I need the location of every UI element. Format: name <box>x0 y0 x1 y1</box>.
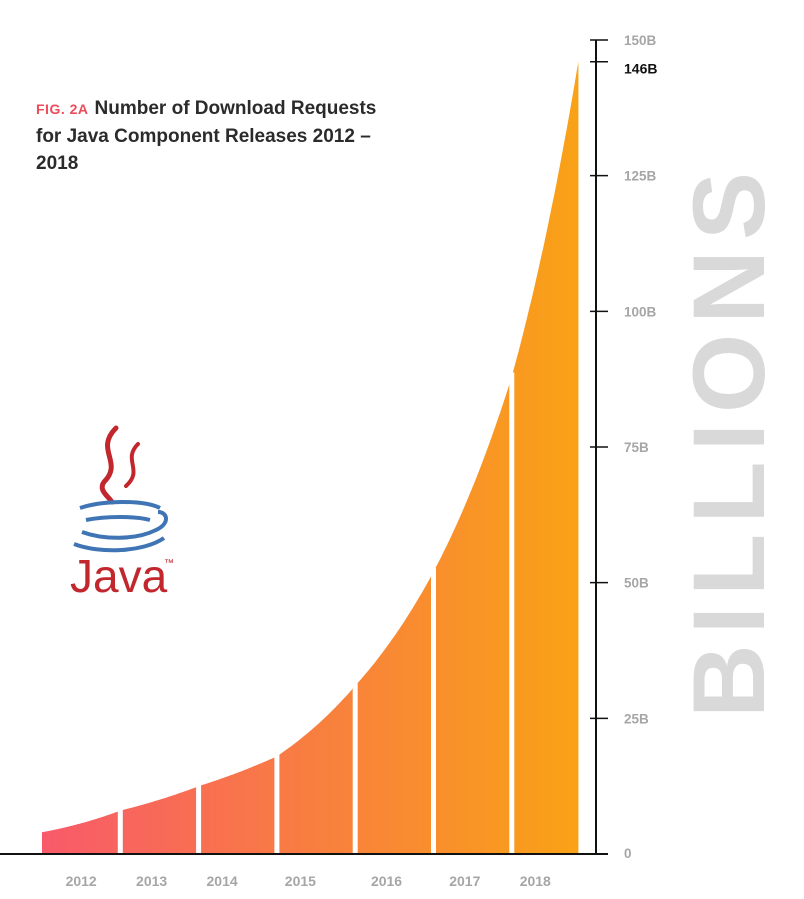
chart-title-text: Number of Download Requests for Java Com… <box>36 98 377 174</box>
area-fill <box>42 61 579 854</box>
java-wordmark: Java <box>70 550 168 600</box>
y-tick-label-75: 75B <box>624 440 649 455</box>
java-cup-saucer <box>73 536 166 553</box>
x-tick-label-2017: 2017 <box>449 873 480 889</box>
x-tick-label-2018: 2018 <box>520 873 551 889</box>
chart-title: FIG. 2A Number of Download Requests for J… <box>36 95 396 177</box>
x-tick-label-2012: 2012 <box>66 873 97 889</box>
x-axis-labels: 2012 2013 2014 2015 2016 2017 2018 <box>66 873 551 889</box>
java-steam-right <box>124 442 140 488</box>
y-tick-label-150: 150B <box>624 33 657 48</box>
x-tick-label-2016: 2016 <box>371 873 402 889</box>
java-trademark: ™ <box>164 558 174 569</box>
x-tick-label-2015: 2015 <box>285 873 316 889</box>
java-cup-line1 <box>79 500 161 510</box>
java-steam-left <box>99 425 119 505</box>
y-tick-label-0: 0 <box>624 846 632 861</box>
y-tick-label-125: 125B <box>624 169 657 184</box>
y-tick-label-50: 50B <box>624 576 649 591</box>
y-axis-unit-label: BILLIONS <box>672 162 786 718</box>
java-cup-line3 <box>81 510 168 540</box>
highlight-label: 146B <box>624 61 657 77</box>
y-axis: 0 25B 50B 75B 100B 125B 150B 146B <box>0 33 657 861</box>
java-logo: Java ™ <box>70 425 174 600</box>
x-tick-label-2013: 2013 <box>136 873 167 889</box>
x-tick-label-2014: 2014 <box>207 873 238 889</box>
y-tick-label-25: 25B <box>624 711 649 726</box>
y-tick-label-100: 100B <box>624 304 657 319</box>
area-series <box>42 61 579 855</box>
java-cup-line2 <box>85 515 151 522</box>
figure-label: FIG. 2A <box>36 101 89 117</box>
